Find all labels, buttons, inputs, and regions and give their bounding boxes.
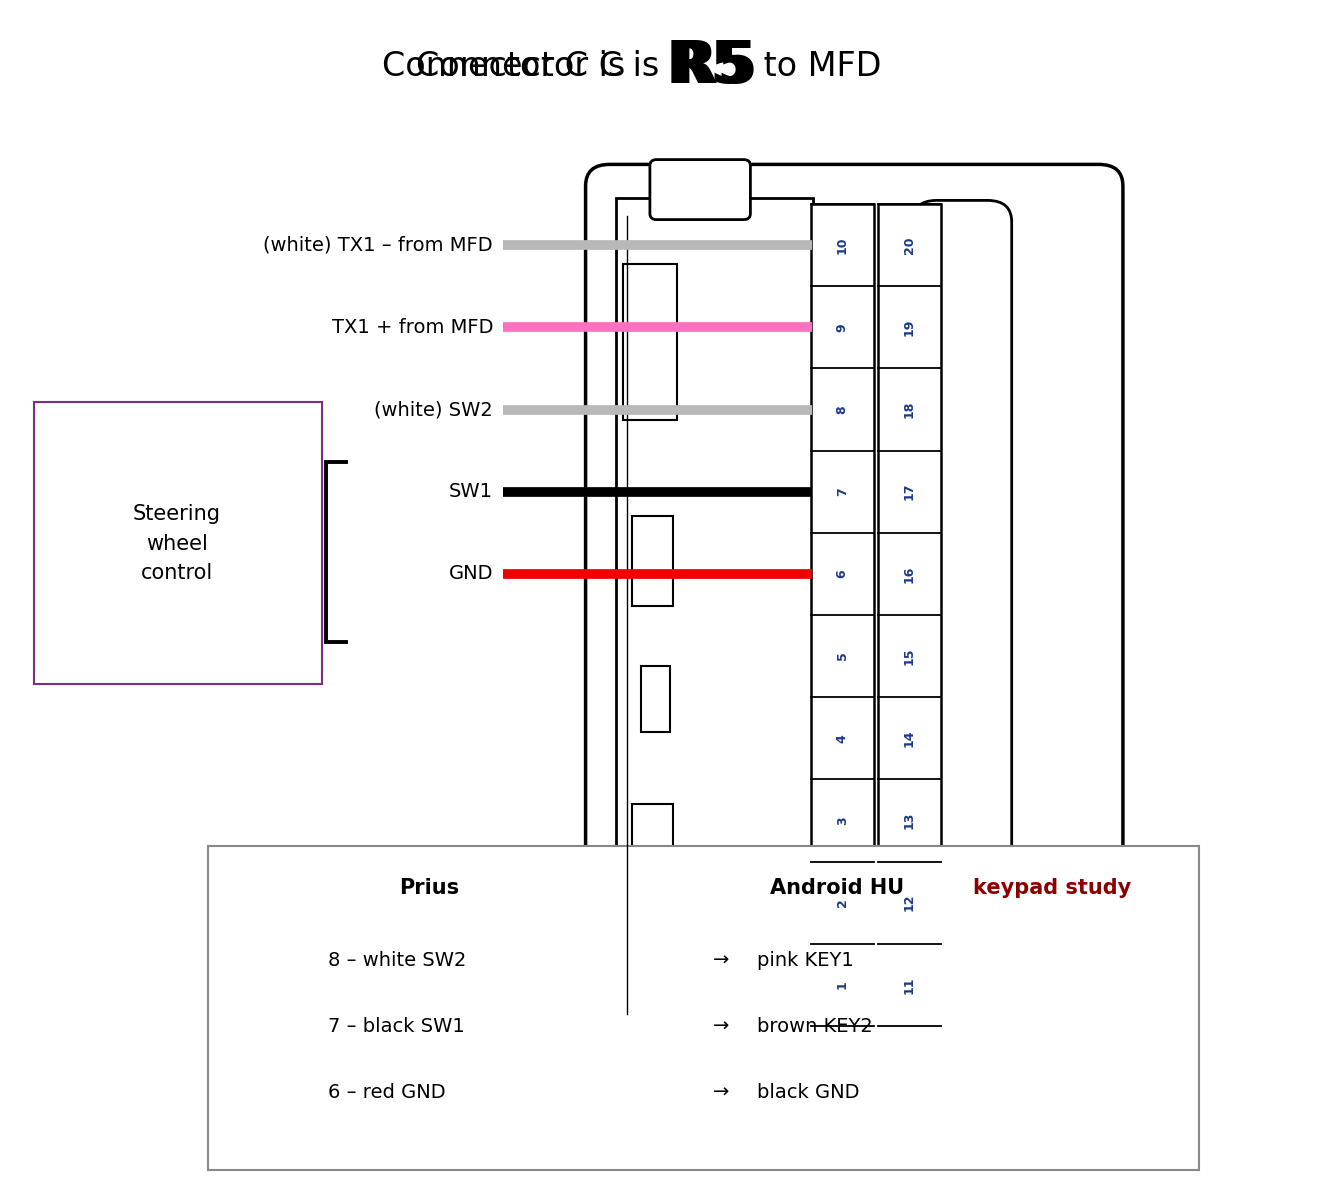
Text: GND: GND [449,564,493,583]
Text: Prius: Prius [399,878,458,898]
Text: 4: 4 [836,734,848,743]
Text: Connector C is: Connector C is [382,49,635,83]
Text: 19: 19 [903,319,915,336]
Text: 17: 17 [903,482,915,500]
Bar [632,516,673,606]
Text: Android HU: Android HU [770,878,913,898]
Text: brown KEY2: brown KEY2 [757,1016,872,1036]
Text: 5: 5 [836,652,848,660]
Text: R5: R5 [673,37,758,95]
Bar [616,198,813,1032]
Text: 18: 18 [903,401,915,418]
Text: 10: 10 [836,236,848,254]
Text: 16: 16 [903,565,915,582]
Text: SW1: SW1 [449,482,493,502]
Bar [878,204,941,1026]
Text: 7 – black SW1: 7 – black SW1 [328,1016,465,1036]
Bar [623,918,730,1026]
Text: 2: 2 [836,899,848,907]
Text: 6: 6 [836,570,848,578]
Text: 7: 7 [836,487,848,496]
Text: 20: 20 [903,236,915,254]
FancyBboxPatch shape [650,160,750,220]
Text: (white) SW2: (white) SW2 [374,400,493,419]
Bar [632,804,673,882]
Text: pink KEY1: pink KEY1 [757,950,854,970]
Text: 9: 9 [836,323,848,331]
Bar [641,666,670,732]
Text: Connector C is: Connector C is [417,49,670,83]
Text: 12: 12 [903,894,915,912]
Text: 11: 11 [903,976,915,994]
Text: →: → [713,950,729,970]
FancyBboxPatch shape [913,200,1012,1030]
Text: 1: 1 [836,980,848,989]
Text: keypad study: keypad study [973,878,1131,898]
Text: →: → [713,1016,729,1036]
Text: 13: 13 [903,812,915,829]
Text: 3: 3 [836,816,848,824]
Text: (white) TX1 – from MFD: (white) TX1 – from MFD [264,235,493,254]
Text: R5: R5 [666,37,752,95]
FancyBboxPatch shape [586,164,1123,1066]
Text: to MFD: to MFD [753,49,882,83]
Text: 15: 15 [903,647,915,665]
Text: black GND: black GND [757,1082,859,1102]
Bar [208,846,1199,1170]
Bar [657,1026,744,1092]
Text: TX1 + from MFD: TX1 + from MFD [331,318,493,337]
Bar [34,402,322,684]
Text: →: → [713,1082,729,1102]
Text: 14: 14 [903,730,915,748]
Text: 6 – red GND: 6 – red GND [328,1082,446,1102]
Text: 8: 8 [836,406,848,414]
Bar [623,264,677,420]
Bar [811,204,874,1026]
Text: Steering
wheel
control: Steering wheel control [133,504,221,583]
Text: 8 – white SW2: 8 – white SW2 [328,950,466,970]
